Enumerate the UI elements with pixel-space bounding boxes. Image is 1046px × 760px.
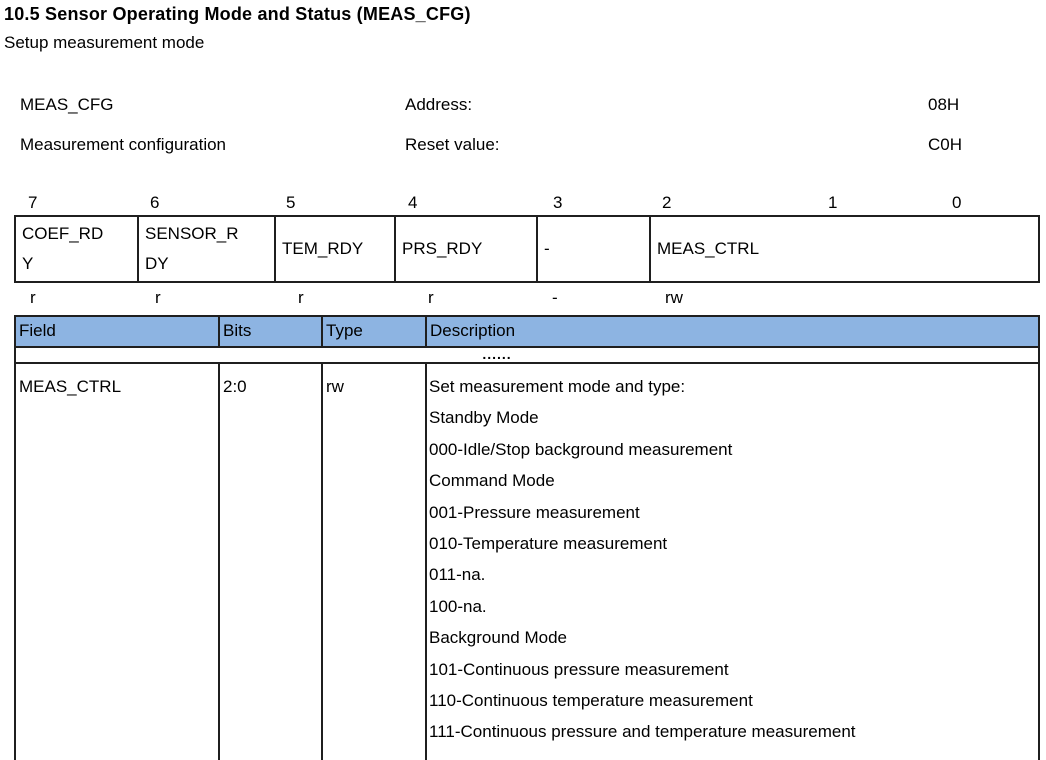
description-line: Command Mode xyxy=(429,471,555,491)
cell-description: Set measurement mode and type: Standby M… xyxy=(427,364,1038,760)
description-line: Set measurement mode and type: xyxy=(429,377,686,396)
description-line: 100-na. xyxy=(429,596,487,616)
bit-cell-reserved: - xyxy=(538,217,651,281)
bit-number-1: 1 xyxy=(828,193,838,212)
header-description: Description xyxy=(430,321,516,340)
access-reserved: - xyxy=(552,288,558,307)
bit-number-6: 6 xyxy=(150,193,160,212)
bit-number-0: 0 xyxy=(952,193,962,212)
cell-field: MEAS_CTRL xyxy=(16,364,220,760)
access-sensor-rdy: r xyxy=(155,288,161,307)
header-bits: Bits xyxy=(220,317,323,346)
header-field: Field xyxy=(16,317,220,346)
section-subtitle: Setup measurement mode xyxy=(4,33,205,52)
description-line: 101-Continuous pressure measurement xyxy=(429,659,729,679)
description-line: 001-Pressure measurement xyxy=(429,502,640,522)
description-line: Standby Mode xyxy=(429,408,539,428)
register-reset-value: C0H xyxy=(928,135,963,154)
description-line: 011-na. xyxy=(429,565,486,585)
section-title: 10.5 Sensor Operating Mode and Status (M… xyxy=(4,4,471,24)
description-line: 000-Idle/Stop background measurement xyxy=(429,439,733,459)
bit-cell-prs-rdy: PRS_RDY xyxy=(396,217,538,281)
description-line: Background Mode xyxy=(429,628,567,648)
bit-number-5: 5 xyxy=(286,193,296,212)
bit-cell-tem-rdy: TEM_RDY xyxy=(276,217,396,281)
bit-number-7: 7 xyxy=(28,193,38,212)
bit-cell-sensor-rdy: SENSOR_R DY xyxy=(139,217,276,281)
bit-cell-meas-ctrl: MEAS_CTRL xyxy=(657,239,760,258)
register-address-value: 08H xyxy=(928,95,960,114)
register-reset-label: Reset value: xyxy=(405,135,500,154)
cell-bits: 2:0 xyxy=(220,364,323,760)
header-type: Type xyxy=(323,317,427,346)
bit-number-4: 4 xyxy=(408,193,418,212)
description-line: 010-Temperature measurement xyxy=(429,534,668,554)
cell-type: rw xyxy=(323,364,427,760)
access-prs-rdy: r xyxy=(428,288,434,307)
bit-number-2: 2 xyxy=(662,193,672,212)
bit-number-3: 3 xyxy=(553,193,563,212)
bit-cell-coef-rdy: COEF_RD Y xyxy=(16,217,139,281)
access-tem-rdy: r xyxy=(298,288,304,307)
field-description-table: Field Bits Type Description ...... MEAS_… xyxy=(14,315,1040,760)
table-ellipsis-row: ...... xyxy=(16,347,1038,364)
bit-field-table: COEF_RD Y SENSOR_R DY TEM_RDY PRS_RDY - … xyxy=(14,215,1040,283)
register-address-label: Address: xyxy=(405,95,473,114)
register-name: MEAS_CFG xyxy=(20,95,114,114)
register-description: Measurement configuration xyxy=(20,135,227,154)
access-meas-ctrl: rw xyxy=(665,288,683,307)
field-table-header: Field Bits Type Description xyxy=(16,317,1038,348)
access-coef-rdy: r xyxy=(30,288,36,307)
description-line: 111-Continuous pressure and temperature … xyxy=(429,722,856,742)
table-row-meas-ctrl: MEAS_CTRL 2:0 rw Set measurement mode an… xyxy=(16,364,1038,760)
description-line: 110-Continuous temperature measurement xyxy=(429,691,753,711)
